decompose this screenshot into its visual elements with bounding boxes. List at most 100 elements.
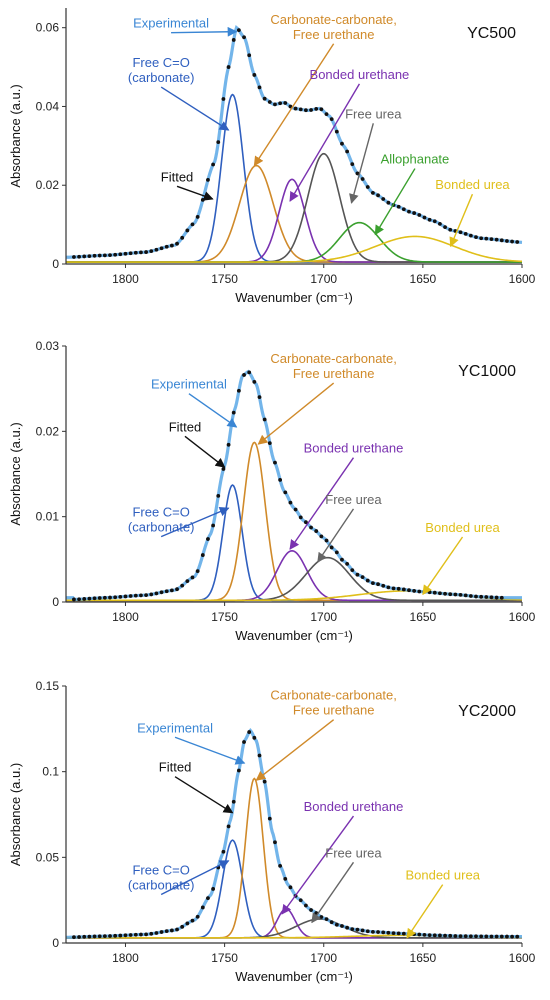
experimental-point (169, 243, 174, 248)
experimental-point (77, 254, 81, 259)
experimental-point (190, 222, 195, 227)
experimental-point (417, 932, 422, 937)
experimental-point (231, 410, 236, 415)
experimental-point (211, 162, 216, 167)
experimental-point (159, 246, 164, 251)
annotation-arrow (171, 26, 238, 37)
annotation-label: Bonded urea (405, 868, 480, 883)
experimental-point (489, 237, 494, 242)
experimental-point (133, 932, 138, 937)
y-tick-label: 0 (52, 257, 59, 271)
y-tick-label: 0.03 (36, 339, 60, 353)
experimental-point (484, 236, 489, 241)
experimental-point (87, 254, 92, 258)
experimental-point (355, 927, 360, 932)
experimental-point (108, 253, 112, 258)
experimental-point (267, 441, 272, 446)
experimental-point (123, 594, 128, 599)
annotation-arrow (160, 860, 230, 896)
experimental-point (200, 905, 205, 910)
experimental-point (355, 171, 360, 176)
experimental-point (113, 595, 118, 600)
experimental-point (458, 230, 463, 235)
experimental-point (180, 235, 185, 240)
x-tick-label: 1650 (410, 272, 437, 286)
experimental-point (200, 553, 205, 557)
annotation-arrow (184, 435, 226, 468)
experimental-point (391, 931, 396, 935)
experimental-point (195, 569, 200, 573)
experimental-point (376, 930, 380, 934)
experimental-point (510, 934, 514, 939)
experimental-point (499, 238, 504, 243)
experimental-point (463, 934, 468, 939)
experimental-point (494, 934, 499, 939)
experimental-point (360, 575, 365, 579)
x-tick-label: 1750 (211, 951, 238, 965)
x-tick-label: 1700 (310, 272, 337, 286)
experimental-point (273, 460, 277, 465)
annotation-label: Fitted (169, 419, 202, 434)
experimental-point (123, 251, 128, 256)
experimental-point (252, 379, 257, 384)
experimental-point (226, 442, 231, 447)
experimental-point (334, 922, 339, 927)
experimental-point (350, 927, 355, 931)
experimental-point (231, 38, 236, 42)
experimental-point (118, 933, 123, 938)
experimental-point (288, 885, 293, 890)
experimental-point (304, 903, 308, 908)
annotation-arrow (253, 43, 335, 167)
experimental-point (484, 595, 489, 599)
experimental-point (169, 588, 174, 593)
experimental-point (283, 490, 288, 495)
experimental-point (304, 520, 308, 525)
experimental-point (77, 935, 81, 939)
experimental-point (200, 197, 205, 202)
experimental-point (355, 572, 360, 577)
experimental-point (407, 209, 411, 214)
experimental-point (443, 591, 447, 596)
experimental-point (396, 931, 401, 936)
experimental-point (257, 85, 262, 90)
experimental-point (123, 933, 128, 938)
annotation-label: Free C=O (carbonate) (128, 55, 194, 85)
annotation-arrow (311, 861, 355, 924)
experimental-point (345, 925, 350, 930)
experimental-point (164, 244, 169, 249)
experimental-point (329, 545, 334, 550)
experimental-point (221, 467, 226, 471)
experimental-point (97, 253, 102, 258)
experimental-point (118, 594, 123, 599)
experimental-point (479, 236, 484, 241)
experimental-point (340, 557, 344, 562)
experimental-point (211, 523, 216, 528)
panel-YC1000: 0 0.01 0.02 0.03 1800 1750 1700 1650 1600 Wavenum… (8, 339, 536, 643)
experimental-point (247, 53, 252, 58)
fitted-line (65, 728, 522, 939)
fitted-line (66, 369, 522, 602)
annotation-label: Free C=O (carbonate) (128, 505, 194, 535)
annotation-arrow (281, 815, 355, 915)
experimental-point (510, 239, 514, 244)
experimental-point (505, 239, 509, 243)
y-tick-label: 0.02 (36, 178, 60, 192)
experimental-point (164, 929, 169, 934)
experimental-point (448, 933, 453, 938)
experimental-point (185, 921, 190, 926)
experimental-point (365, 185, 370, 189)
panel-title: YC2000 (458, 703, 516, 720)
y-axis-title: Absorbance (a.u.) (8, 84, 23, 187)
experimental-point (128, 594, 133, 598)
experimental-point (401, 931, 406, 936)
experimental-point (448, 592, 453, 597)
experimental-point (386, 585, 391, 590)
experimental-point (427, 933, 432, 938)
experimental-point (489, 934, 494, 939)
experimental-point (401, 587, 406, 592)
annotation-arrow (176, 185, 214, 201)
experimental-point (494, 595, 499, 600)
experimental-point (72, 597, 76, 602)
x-tick-label: 1650 (410, 951, 437, 965)
experimental-point (283, 101, 288, 105)
